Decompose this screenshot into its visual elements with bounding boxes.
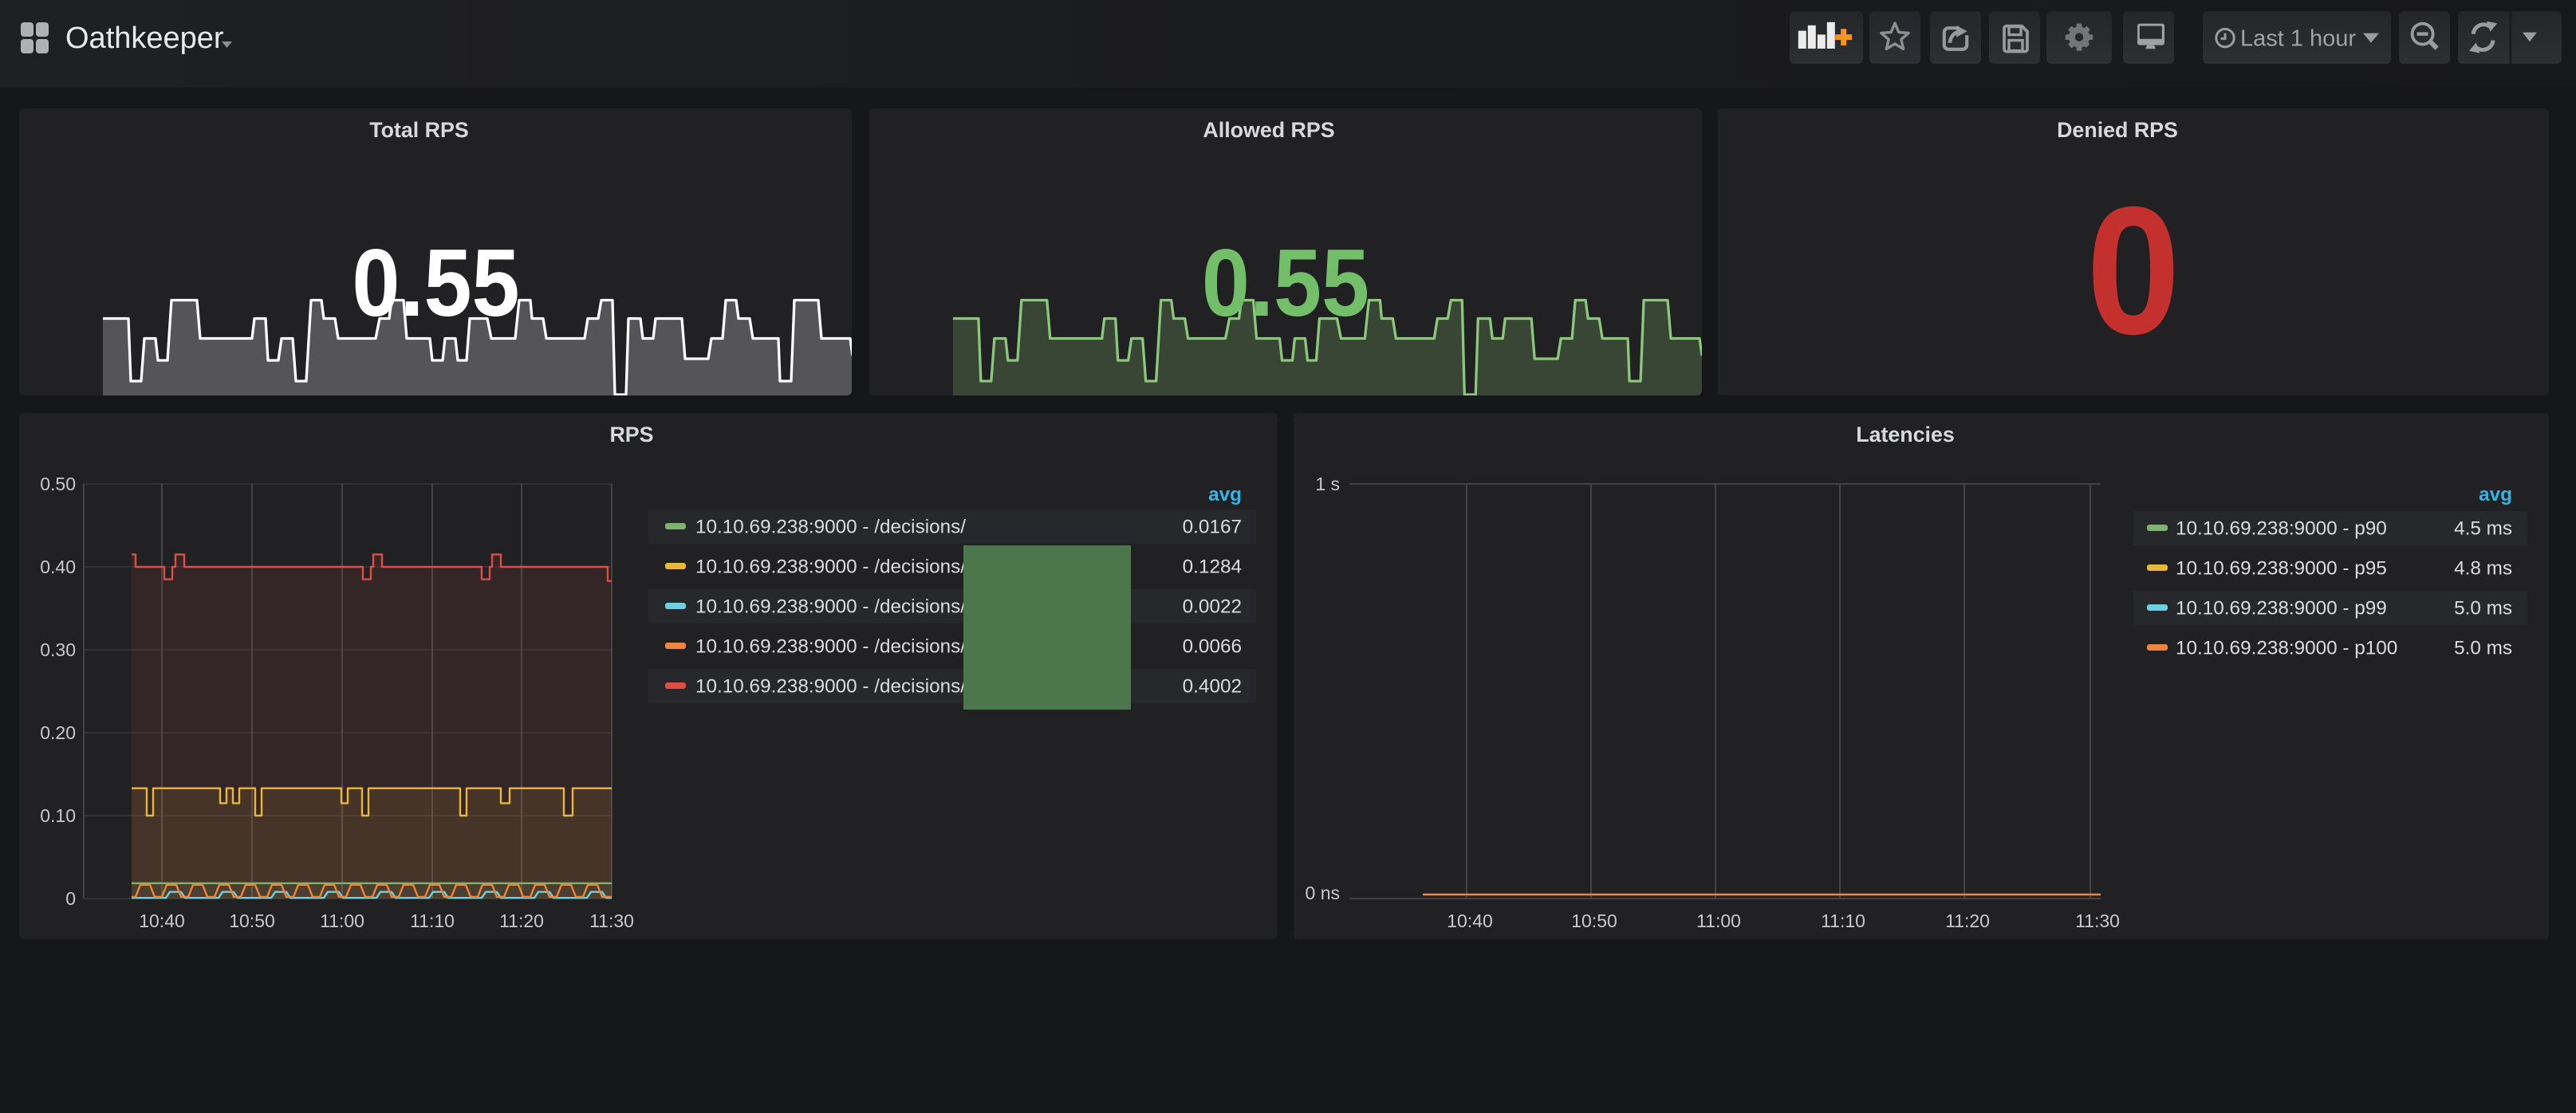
svg-text:5.0 ms: 5.0 ms bbox=[2454, 637, 2512, 659]
svg-text:avg: avg bbox=[2479, 483, 2512, 505]
svg-text:0.20: 0.20 bbox=[39, 722, 75, 742]
svg-text:0.40: 0.40 bbox=[39, 556, 75, 576]
svg-text:11:00: 11:00 bbox=[319, 910, 364, 930]
svg-text:10.10.69.238:9000 - p95: 10.10.69.238:9000 - p95 bbox=[2176, 557, 2387, 579]
svg-text:0.0167: 0.0167 bbox=[1182, 516, 1241, 537]
svg-text:0.10: 0.10 bbox=[39, 804, 75, 825]
svg-text:0.50: 0.50 bbox=[39, 473, 75, 494]
svg-text:10.10.69.238:9000 - p90: 10.10.69.238:9000 - p90 bbox=[2176, 517, 2387, 539]
svg-text:10.10.69.238:9000 - /decisions: 10.10.69.238:9000 - /decisions/ bbox=[695, 635, 965, 657]
svg-text:avg: avg bbox=[1207, 483, 1241, 505]
svg-text:11:10: 11:10 bbox=[409, 910, 454, 930]
svg-text:0.4002: 0.4002 bbox=[1182, 675, 1241, 697]
svg-text:11:30: 11:30 bbox=[2075, 910, 2120, 930]
svg-text:0 ns: 0 ns bbox=[1306, 882, 1340, 903]
svg-text:0.0022: 0.0022 bbox=[1182, 596, 1241, 617]
svg-text:4.5 ms: 4.5 ms bbox=[2454, 517, 2512, 539]
svg-text:11:10: 11:10 bbox=[1821, 910, 1865, 930]
svg-text:5.0 ms: 5.0 ms bbox=[2454, 597, 2512, 619]
svg-text:11:30: 11:30 bbox=[589, 910, 633, 930]
svg-text:10:50: 10:50 bbox=[1571, 910, 1617, 930]
svg-text:0.30: 0.30 bbox=[39, 639, 75, 659]
svg-text:0: 0 bbox=[65, 887, 75, 908]
svg-text:1 s: 1 s bbox=[1315, 473, 1340, 494]
svg-text:0.1284: 0.1284 bbox=[1182, 556, 1241, 577]
svg-text:10.10.69.238:9000 - p100: 10.10.69.238:9000 - p100 bbox=[2176, 637, 2397, 659]
svg-text:10.10.69.238:9000 - /decisions: 10.10.69.238:9000 - /decisions/ bbox=[695, 596, 965, 617]
svg-text:Last 1 hour: Last 1 hour bbox=[2239, 26, 2355, 52]
svg-text:10:50: 10:50 bbox=[228, 910, 274, 930]
svg-text:10:40: 10:40 bbox=[138, 910, 184, 930]
svg-text:10.10.69.238:9000 - /decisions: 10.10.69.238:9000 - /decisions/ bbox=[695, 556, 965, 577]
svg-text:10:40: 10:40 bbox=[1447, 910, 1493, 930]
svg-text:10.10.69.238:9000 - p99: 10.10.69.238:9000 - p99 bbox=[2176, 597, 2387, 619]
svg-text:4.8 ms: 4.8 ms bbox=[2454, 557, 2512, 579]
svg-text:11:20: 11:20 bbox=[1945, 910, 1990, 930]
svg-text:11:20: 11:20 bbox=[498, 910, 543, 930]
svg-text:10.10.69.238:9000 - /decisions: 10.10.69.238:9000 - /decisions/ bbox=[695, 675, 965, 697]
svg-text:11:00: 11:00 bbox=[1696, 910, 1741, 930]
svg-text:10.10.69.238:9000 - /decisions: 10.10.69.238:9000 - /decisions/ bbox=[695, 516, 965, 537]
svg-text:0.0066: 0.0066 bbox=[1182, 635, 1241, 657]
